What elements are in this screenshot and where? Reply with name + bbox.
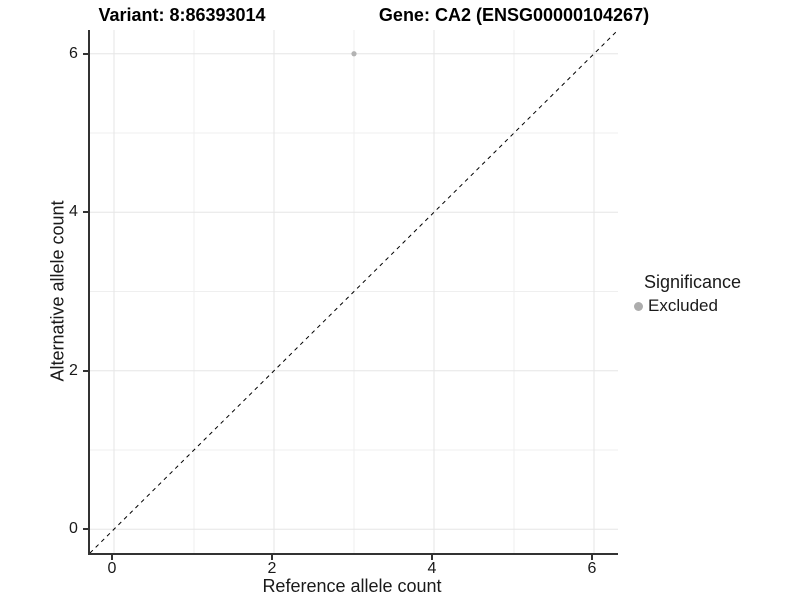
x-axis-tick-mark (591, 555, 593, 560)
x-axis-tick-mark (271, 555, 273, 560)
x-axis-tick-label: 6 (587, 560, 597, 577)
legend-item: Excluded (634, 296, 741, 316)
y-axis-tick-mark (83, 52, 88, 55)
plot-panel (88, 30, 618, 555)
data-point (351, 51, 357, 57)
y-axis-tick-label: 4 (69, 203, 78, 221)
y-axis-tick-mark (83, 369, 88, 372)
legend-item-label: Excluded (648, 296, 718, 315)
legend: Significance Excluded (634, 272, 741, 316)
x-axis-tick-label: 4 (427, 560, 437, 577)
y-axis-tick-mark (83, 528, 88, 531)
plot-title-gene: Gene: CA2 (ENSG00000104267) (378, 5, 650, 25)
x-axis-tick-label: 2 (267, 560, 277, 577)
x-axis-tick-label: 0 (107, 560, 117, 577)
y-axis-tick-label: 0 (69, 520, 78, 538)
y-axis-tick-label: 6 (69, 44, 78, 62)
legend-items: Excluded (634, 296, 741, 316)
x-axis-title: Reference allele count (262, 576, 442, 596)
y-axis-tick-label: 2 (69, 361, 78, 379)
legend-title: Significance (644, 272, 742, 292)
legend-key-dot-icon (634, 301, 643, 311)
x-axis-tick-mark (111, 555, 113, 560)
y-axis-tick-mark (83, 211, 88, 214)
plot-title-variant: Variant: 8:86393014 (98, 5, 266, 25)
identity-dashed-line (90, 30, 618, 553)
x-axis-tick-mark (431, 555, 433, 560)
scatter-plot-canvas (90, 30, 618, 553)
y-axis-title: Alternative allele count (47, 200, 68, 382)
